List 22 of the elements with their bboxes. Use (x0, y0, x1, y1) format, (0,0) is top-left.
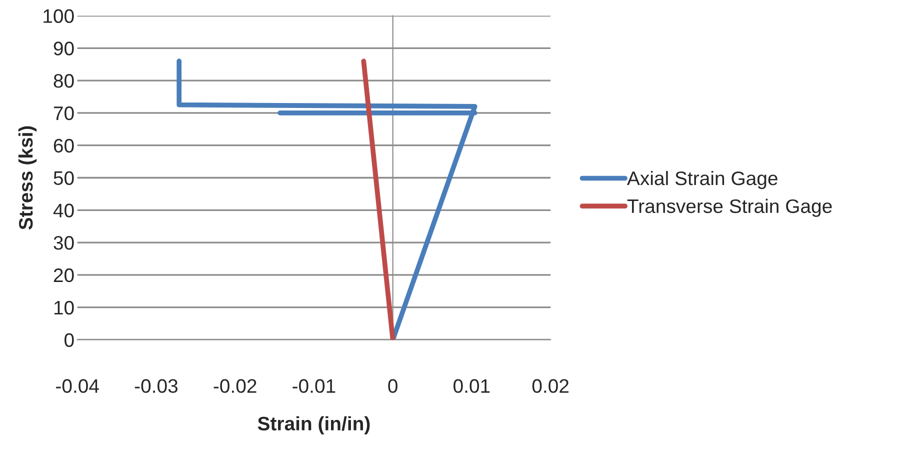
y-tick-label: 100 (44, 9, 74, 23)
y-tick-label: 80 (54, 74, 74, 88)
x-tick-label: 0 (388, 379, 398, 393)
y-tick-label: 50 (54, 171, 74, 185)
y-tick-label: 20 (54, 268, 74, 282)
x-tick-label: -0.01 (292, 379, 336, 393)
y-tick-label: 90 (54, 42, 74, 56)
y-tick-label: 10 (54, 300, 74, 315)
y-axis-title: Stress (ksi) (18, 126, 37, 230)
y-tick-label: 60 (54, 138, 74, 153)
x-axis-title: Strain (in/in) (258, 416, 370, 434)
y-tick-label: 30 (54, 236, 74, 250)
y-tick-label: 70 (54, 106, 74, 120)
x-tick-label: -0.03 (134, 379, 178, 393)
x-tick-label: 0.01 (454, 379, 490, 393)
y-tick-label: 40 (53, 204, 74, 218)
legend-label: Axial Strain Gage (627, 170, 778, 190)
legend-label: Transverse Strain Gage (627, 198, 832, 217)
x-tick-label: 0.02 (532, 379, 568, 393)
y-tick-label: 0 (64, 333, 74, 347)
x-tick-label: -0.02 (214, 379, 256, 393)
x-tick-label: -0.04 (56, 379, 99, 393)
